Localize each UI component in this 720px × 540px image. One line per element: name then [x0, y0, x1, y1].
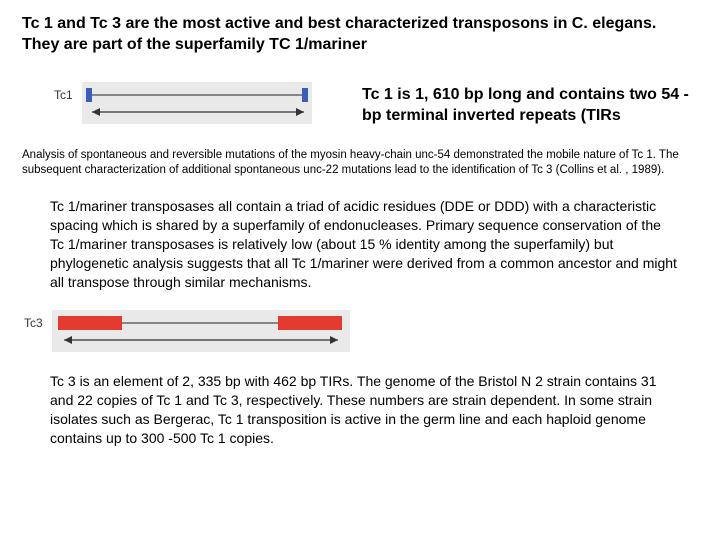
- tc1-label: Tc1: [54, 88, 73, 102]
- tc1-tir-right: [302, 88, 308, 102]
- paragraph-tc3: Tc 3 is an element of 2, 335 bp with 462…: [50, 372, 678, 448]
- tc1-tir-left: [86, 88, 92, 102]
- tc3-label: Tc3: [24, 316, 43, 330]
- paragraph-transposases: Tc 1/mariner transposases all contain a …: [50, 197, 678, 291]
- tc1-row: Tc1 Tc 1 is 1, 610 bp long and contains …: [22, 82, 698, 130]
- tc1-bg: [82, 82, 312, 124]
- page-title: Tc 1 and Tc 3 are the most active and be…: [22, 14, 698, 56]
- tc3-tir-left: [58, 316, 122, 330]
- tc3-tir-right: [278, 316, 342, 330]
- tc1-diagram: Tc1: [22, 82, 322, 130]
- tc3-diagram: Tc3: [18, 310, 698, 358]
- tc3-svg: [18, 310, 358, 358]
- analysis-text: Analysis of spontaneous and reversible m…: [22, 148, 698, 178]
- tc1-description: Tc 1 is 1, 610 bp long and contains two …: [362, 85, 698, 127]
